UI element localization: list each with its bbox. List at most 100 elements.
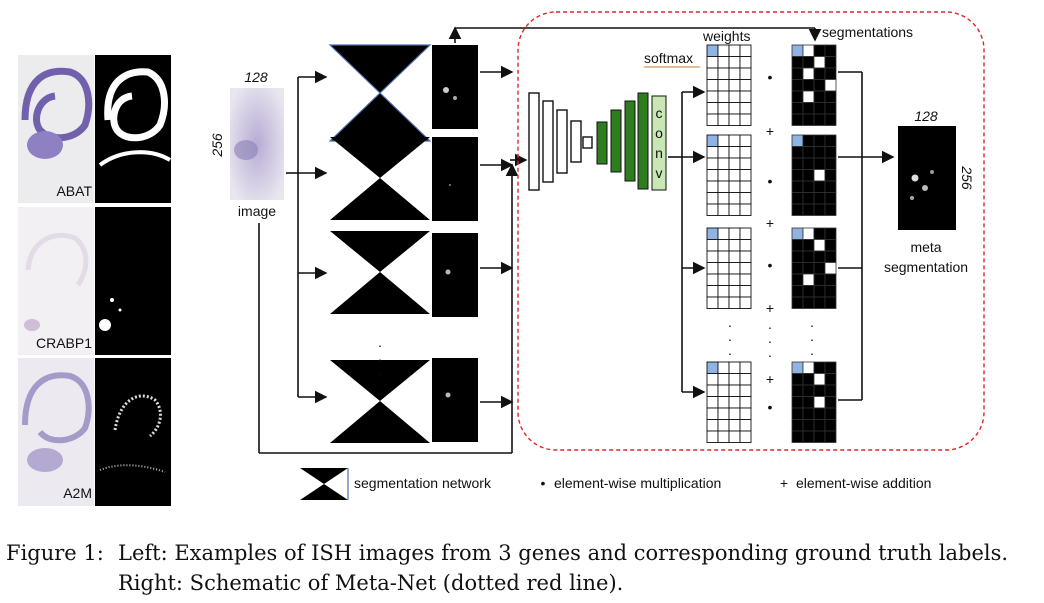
segmentation-cell xyxy=(802,113,815,126)
ish-cerebellum xyxy=(27,131,63,159)
ish-tissue xyxy=(22,372,92,444)
weight-cell xyxy=(728,384,741,397)
weight-cell xyxy=(728,262,741,275)
cnn-layer-green xyxy=(624,100,636,182)
weight-cell xyxy=(739,203,752,216)
segmentation-cell xyxy=(824,134,837,147)
weight-cell xyxy=(717,169,730,182)
segmentation-cell xyxy=(802,273,815,286)
segmentation-cell xyxy=(824,419,837,432)
segmentation-cell xyxy=(802,373,815,386)
segmentation-cell xyxy=(813,396,826,409)
weight-cell xyxy=(717,250,730,263)
weight-cell xyxy=(728,192,741,205)
weight-cell xyxy=(739,296,752,309)
segmentation-cell xyxy=(791,134,804,147)
conv-letter: c xyxy=(656,105,663,121)
segnet-bowtie xyxy=(328,44,432,142)
weight-cell xyxy=(728,102,741,115)
weight-cell xyxy=(728,296,741,309)
weight-cell xyxy=(706,134,719,147)
legend: segmentation network • element-wise mult… xyxy=(300,468,931,500)
weight-cell xyxy=(728,430,741,443)
add-symbol: + xyxy=(766,371,774,387)
weight-cell xyxy=(706,419,719,432)
legend-segnet-label: segmentation network xyxy=(354,475,492,491)
segmentation-cell xyxy=(802,192,815,205)
segmentation-cell xyxy=(824,67,837,80)
weight-cell xyxy=(739,157,752,170)
weight-cell xyxy=(717,134,730,147)
segmentation-cell xyxy=(802,157,815,170)
weight-cell xyxy=(739,67,752,80)
cnn-layer-green xyxy=(637,92,649,190)
weight-cell xyxy=(739,169,752,182)
segmentation-cell xyxy=(802,56,815,69)
segmentation-cell xyxy=(791,113,804,126)
segmentation-cell xyxy=(813,169,826,182)
segmentation-cell xyxy=(802,396,815,409)
input-connections xyxy=(258,70,519,454)
seg-blob xyxy=(445,269,451,275)
legend-multiply-label: element-wise multiplication xyxy=(554,475,721,491)
segmentation-cell xyxy=(824,180,837,193)
weight-cell xyxy=(739,430,752,443)
segmentation-cell xyxy=(791,102,804,115)
weight-cell xyxy=(739,180,752,193)
add-symbol: + xyxy=(766,123,774,139)
gene-panel-crabp1: CRABP1 xyxy=(18,207,171,355)
segmentation-cell xyxy=(791,180,804,193)
weight-cell xyxy=(717,396,730,409)
weight-cell xyxy=(717,361,730,374)
weight-cell xyxy=(739,407,752,420)
segmentation-cell xyxy=(824,102,837,115)
weight-cell xyxy=(706,384,719,397)
caption-label: Figure 1: xyxy=(6,541,104,565)
segmentation-cell xyxy=(791,227,804,240)
combine-connections xyxy=(838,71,895,401)
weight-cell xyxy=(728,419,741,432)
label-mask xyxy=(95,358,171,506)
segmentation-cell xyxy=(824,157,837,170)
segmentation-cell xyxy=(813,90,826,103)
weight-cell xyxy=(717,67,730,80)
ish-tissue xyxy=(21,67,93,142)
conv-letter: v xyxy=(656,165,663,181)
segmentation-cell xyxy=(802,146,815,159)
cnn-layer xyxy=(556,109,568,174)
figure-caption: Figure 1: Left: Examples of ISH images fr… xyxy=(6,538,1042,598)
legend-add-label: element-wise addition xyxy=(796,475,931,491)
weight-cell xyxy=(728,169,741,182)
segmentation-cell xyxy=(802,180,815,193)
weight-cell xyxy=(717,192,730,205)
segmentation-cell xyxy=(802,134,815,147)
weight-cell xyxy=(728,361,741,374)
segmentation-cell xyxy=(813,44,826,57)
legend-multiply-symbol: • xyxy=(541,475,546,491)
weight-cell xyxy=(706,192,719,205)
segmentation-cell xyxy=(791,384,804,397)
operators: • + • + • + + • · · · · · · · · · xyxy=(728,69,815,415)
segmentation-cell xyxy=(813,227,826,240)
segmentation-cell xyxy=(791,407,804,420)
vertical-dots: · xyxy=(728,345,733,361)
segmentation-cell xyxy=(791,296,804,309)
segmentation-networks: · · · xyxy=(328,44,432,443)
weight-cell xyxy=(717,239,730,252)
weight-grid xyxy=(706,227,752,309)
segnet-bowtie xyxy=(330,360,430,443)
add-symbol: + xyxy=(766,215,774,231)
weight-cell xyxy=(706,67,719,80)
segmentation-cell xyxy=(791,157,804,170)
segmentation-cell xyxy=(824,146,837,159)
ish-cerebellum xyxy=(27,448,63,472)
weight-cell xyxy=(706,430,719,443)
weight-cell xyxy=(728,79,741,92)
segmentation-cell xyxy=(802,90,815,103)
vertical-dots: · xyxy=(728,317,733,333)
segmentation-cell xyxy=(824,203,837,216)
vertical-dots: · xyxy=(768,333,773,349)
input-label: image xyxy=(238,203,276,219)
input-image: 128 256 image xyxy=(209,69,284,219)
weight-cell xyxy=(717,180,730,193)
